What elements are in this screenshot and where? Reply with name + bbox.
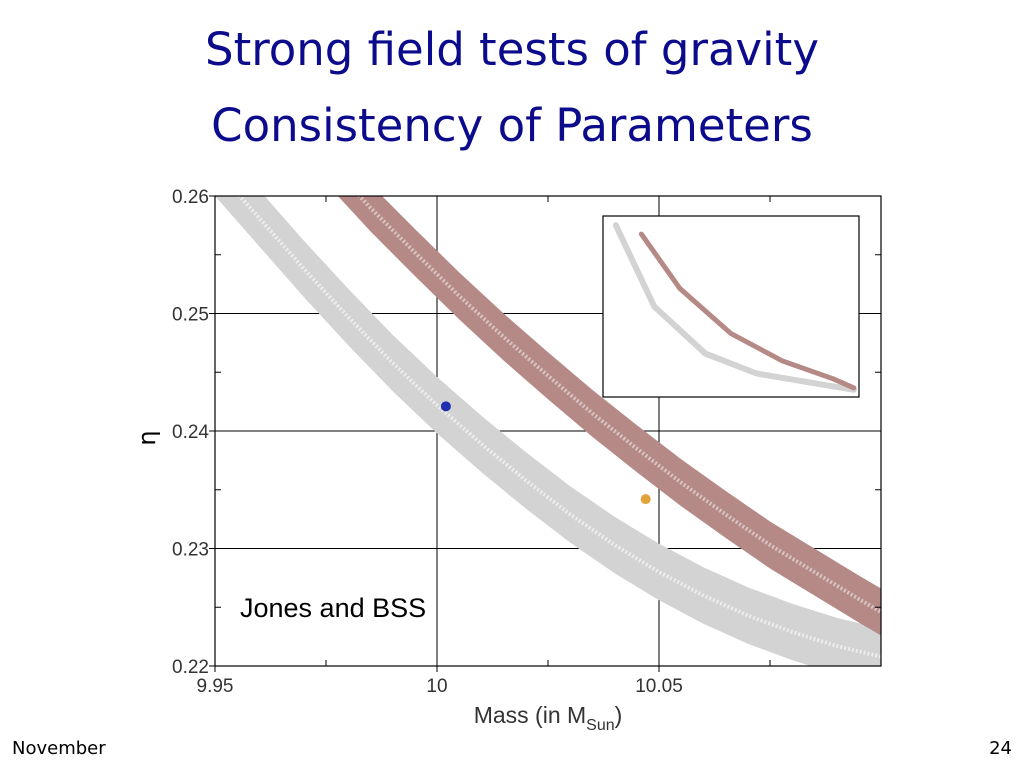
rose-band-core: [356, 196, 881, 614]
x-axis-label-main: Mass (in M: [474, 702, 586, 728]
x-axis-label: Mass (in MSun): [474, 702, 623, 734]
orange-point: [640, 494, 651, 505]
y-tick-label: 0.26: [172, 187, 209, 208]
y-tick-label: 0.22: [172, 657, 209, 678]
footer-date: November: [12, 738, 106, 759]
inset-rose-band: [638, 231, 857, 391]
x-axis-label-sub: Sun: [586, 717, 614, 734]
bands: [215, 196, 881, 666]
page-number: 24: [989, 738, 1012, 759]
points: [440, 401, 651, 505]
inset-frame: [602, 215, 860, 398]
y-tick-label: 0.23: [172, 540, 209, 561]
gray-band-core: [237, 196, 881, 659]
tick-labels: 9.95 10 10.05 0.22 0.23 0.24 0.25 0.26: [172, 187, 683, 697]
blue-point: [440, 401, 451, 412]
x-tick-label: 10.05: [635, 676, 683, 697]
x-tick-label: 9.95: [197, 676, 234, 697]
y-tick-label: 0.25: [172, 305, 209, 326]
y-tick-label: 0.24: [172, 422, 209, 443]
annotation-label: Jones and BSS: [240, 593, 426, 623]
ticks: [209, 195, 881, 672]
x-axis-label-close: ): [615, 702, 623, 728]
x-tick-label: 10: [426, 676, 447, 697]
inset-gray-band: [612, 222, 857, 393]
slide-title-line-1: Strong field tests of gravity: [205, 23, 819, 76]
inset: [602, 215, 860, 398]
y-axis-label: η: [133, 430, 161, 445]
slide-title-line-2: Consistency of Parameters: [211, 99, 813, 152]
